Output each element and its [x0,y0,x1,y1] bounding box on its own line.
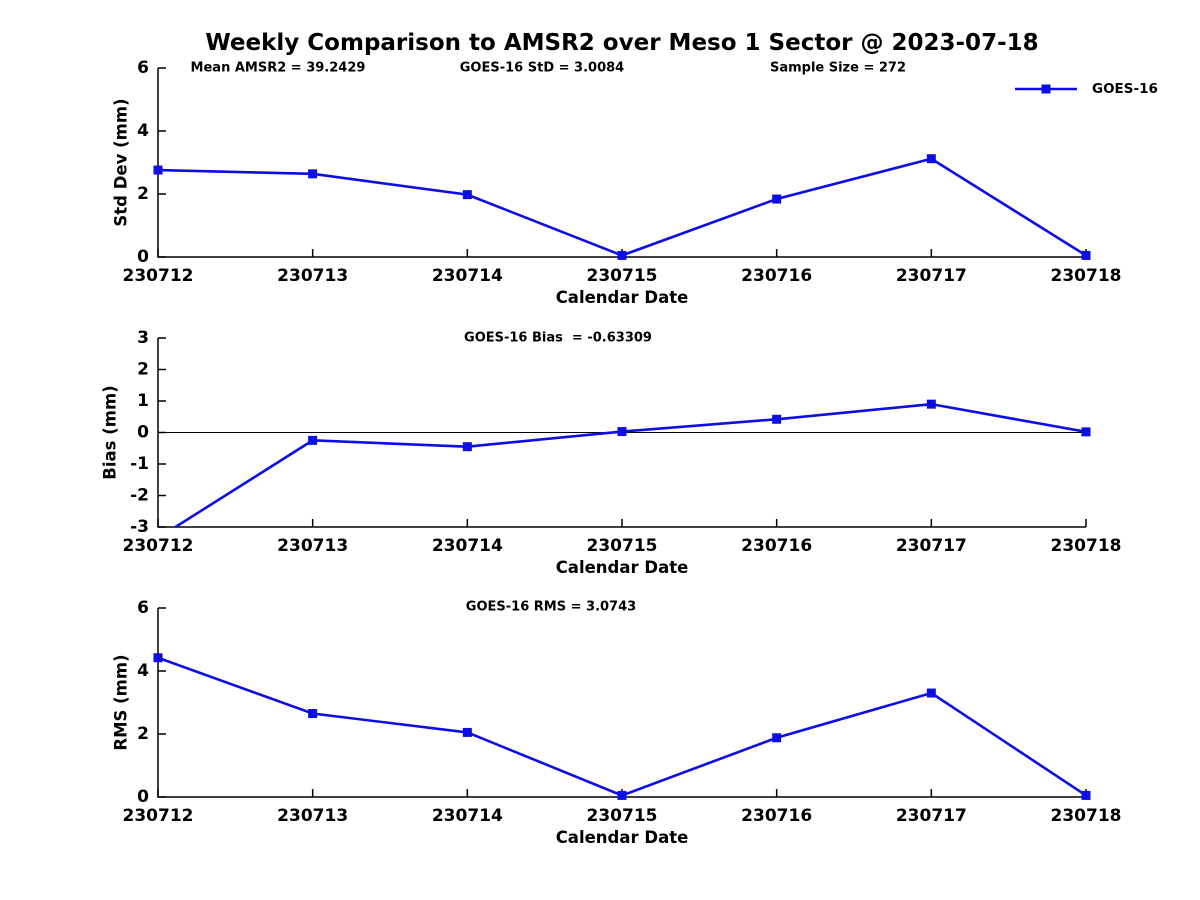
y-tick-label: 2 [137,360,149,380]
data-point-marker [772,414,782,424]
x-tick-label: 230715 [587,266,658,286]
legend: GOES-16 [1014,80,1158,98]
x-tick-label: 230713 [277,536,348,556]
y-tick-label: -2 [130,486,149,506]
x-tick-label: 230718 [1051,536,1122,556]
x-axis-label: Calendar Date [556,288,689,307]
y-tick-label: 4 [137,661,149,681]
x-tick-label: 230716 [741,806,812,826]
data-point-marker [926,688,936,698]
data-point-marker [617,790,627,800]
data-line [158,157,1086,257]
data-point-marker [1081,790,1091,800]
y-tick-label: -3 [130,517,149,537]
data-point-marker [1081,250,1091,260]
annotation: Sample Size = 272 [770,61,906,76]
data-point-marker [308,709,318,719]
y-tick-label: 2 [137,184,149,204]
y-axis-label: Bias (mm) [101,385,120,479]
y-tick-label: 0 [137,247,149,267]
x-tick-label: 230712 [123,806,194,826]
x-tick-label: 230717 [896,536,967,556]
x-tick-label: 230713 [277,266,348,286]
y-tick-label: 0 [137,423,149,443]
data-point-marker [926,154,936,164]
x-tick-label: 230713 [277,806,348,826]
data-point-marker [462,442,472,452]
x-tick-label: 230716 [741,536,812,556]
y-axis-label: RMS (mm) [112,654,131,750]
x-tick-label: 230712 [123,536,194,556]
figure-title: Weekly Comparison to AMSR2 over Meso 1 S… [205,30,1039,56]
x-tick-label: 230714 [432,266,503,286]
y-tick-label: 2 [137,724,149,744]
data-line [173,402,1086,527]
data-point-marker [308,435,318,445]
y-tick-label: 3 [137,328,149,348]
x-tick-label: 230715 [587,806,658,826]
data-point-marker [1081,427,1091,437]
x-tick-label: 230712 [123,266,194,286]
legend-marker-swatch [1041,84,1051,94]
subplot-bias: -3 -2 -1 0 1 2 3 230712 230713 230714 230715 230716… [101,328,1122,577]
data-point-marker [462,727,472,737]
x-tick-label: 230718 [1051,806,1122,826]
legend-line-marker-icon [1015,84,1077,94]
x-axis-label: Calendar Date [556,828,689,847]
data-point-marker [926,399,936,409]
y-tick-label: -1 [130,454,149,474]
y-axis-label: Std Dev (mm) [112,98,131,226]
x-tick-label: 230714 [432,536,503,556]
y-tick-label: 6 [137,58,149,78]
annotation: Mean AMSR2 = 39.2429 [191,61,366,76]
data-point-marker [772,194,782,204]
x-axis-label: Calendar Date [556,558,689,577]
data-point-marker [153,165,163,175]
legend-label: GOES-16 [1092,81,1158,97]
data-point-marker [308,169,318,179]
y-tick-label: 1 [137,391,149,411]
x-tick-label: 230718 [1051,266,1122,286]
data-point-marker [153,653,163,663]
x-tick-label: 230717 [896,266,967,286]
y-tick-label: 0 [137,787,149,807]
axes-spines [157,68,1086,258]
x-tick-label: 230716 [741,266,812,286]
x-tick-label: 230717 [896,806,967,826]
subplot-std-dev: 0 2 4 6 230712 230713 230714 230715 230716 230717… [112,58,1122,307]
annotation: GOES-16 RMS = 3.0743 [466,600,636,615]
data-point-marker [617,250,627,260]
x-tick-label: 230715 [587,536,658,556]
y-tick-label: 4 [137,121,149,141]
data-line [158,656,1086,797]
subplot-rms: 0 2 4 6 230712 230713 230714 230715 230716 230717… [112,598,1122,847]
data-point-marker [772,733,782,743]
annotation: GOES-16 Bias = -0.63309 [464,331,652,346]
x-tick-label: 230714 [432,806,503,826]
data-point-marker [617,427,627,437]
y-tick-label: 6 [137,598,149,618]
data-point-marker [462,190,472,200]
annotation: GOES-16 StD = 3.0084 [460,61,624,76]
